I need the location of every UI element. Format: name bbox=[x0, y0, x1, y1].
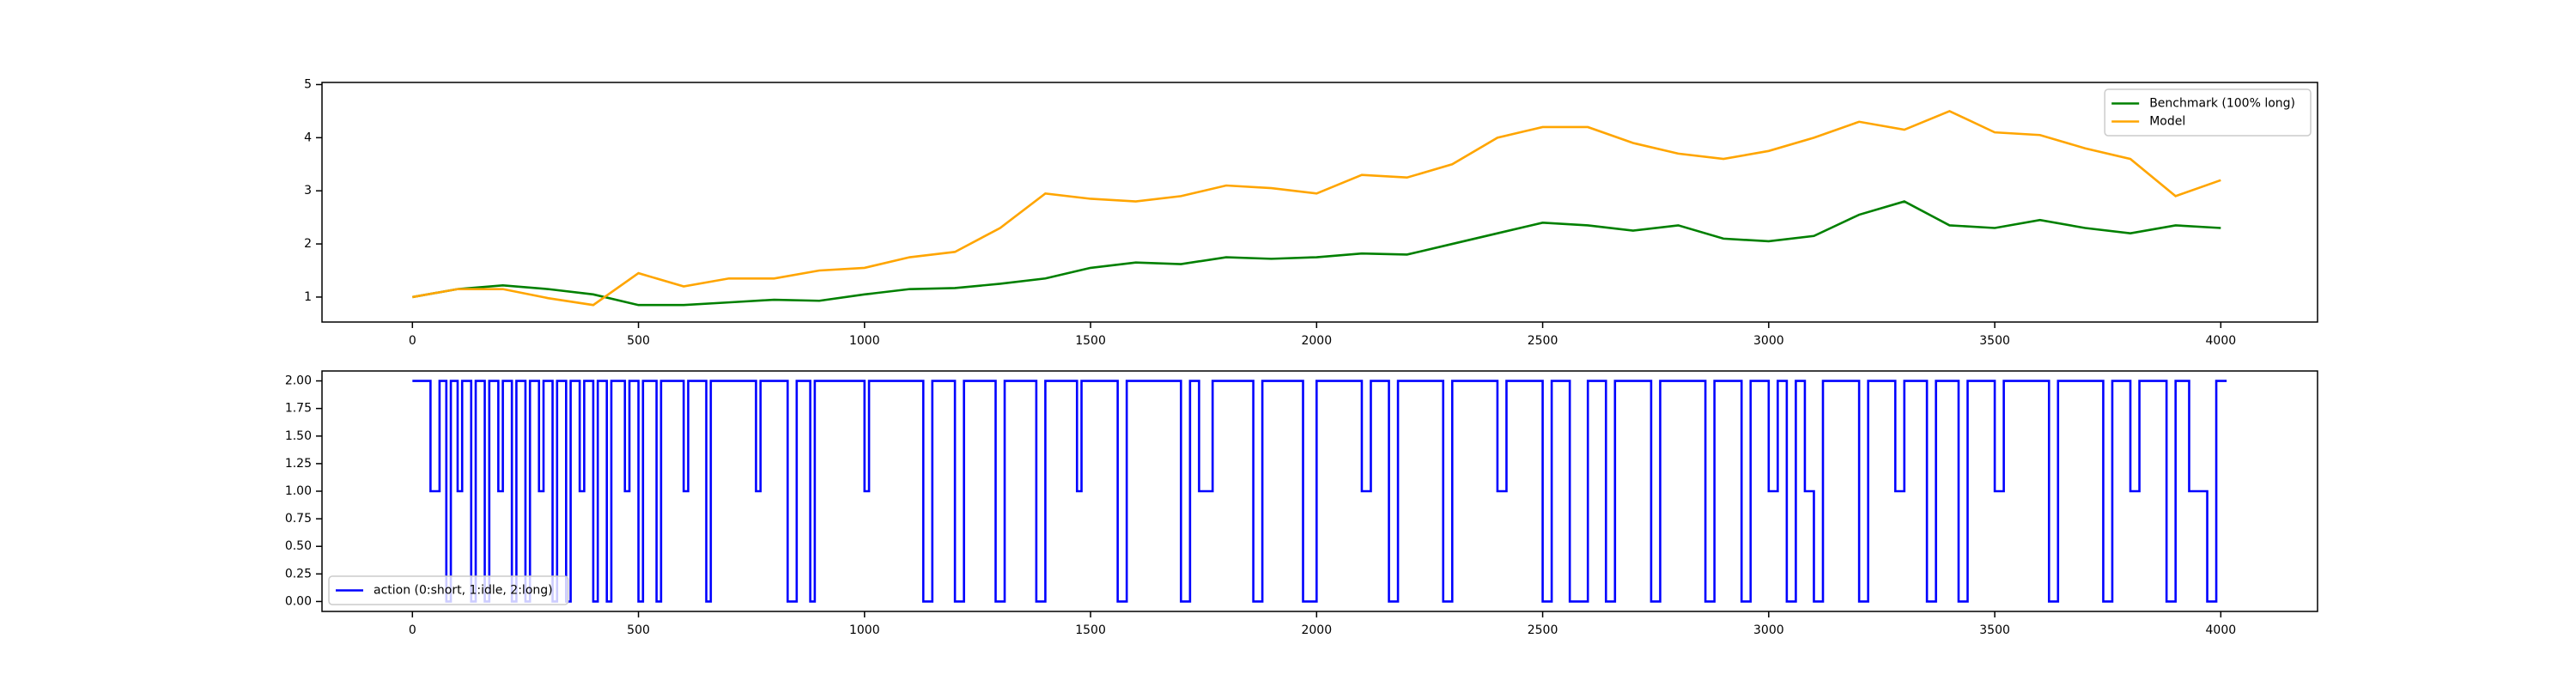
x-tick-label: 4000 bbox=[2206, 334, 2237, 348]
y-tick-label: 2 bbox=[304, 237, 312, 251]
y-tick-label: 0.25 bbox=[285, 567, 312, 581]
legend-frame bbox=[328, 575, 569, 605]
x-tick-label: 2000 bbox=[1301, 334, 1332, 348]
axes: 0 500 1000 1500 2000 2500 3000 3500 4000 0.00 0.25… bbox=[285, 370, 2318, 637]
legend-label: action (0:short, 1:idle, 2:long) bbox=[374, 584, 553, 598]
x-tick-label: 1500 bbox=[1075, 623, 1106, 637]
x-tick-label: 2500 bbox=[1528, 623, 1558, 637]
axes-frame bbox=[321, 370, 2318, 612]
x-tick-label: 500 bbox=[627, 623, 650, 637]
legend: Benchmark (100% long) Model bbox=[2104, 88, 2312, 137]
x-tick-label: 2000 bbox=[1301, 623, 1332, 637]
series-line bbox=[412, 200, 2221, 307]
series-line bbox=[412, 109, 2221, 307]
x-tick-label: 500 bbox=[627, 334, 650, 348]
y-tick-label: 1.50 bbox=[285, 429, 312, 443]
y-tick-label: 0.50 bbox=[285, 539, 312, 553]
y-tick-label: 1.00 bbox=[285, 484, 312, 498]
x-tick-label: 0 bbox=[409, 334, 416, 348]
x-tick-label: 0 bbox=[409, 623, 416, 637]
x-tick-label: 1000 bbox=[849, 623, 880, 637]
x-tick-label: 1500 bbox=[1075, 334, 1106, 348]
y-tick-label: 5 bbox=[304, 77, 312, 91]
axes: 0 500 1000 1500 2000 2500 3000 3500 4000 1 2 3 4 5 Ben… bbox=[304, 77, 2318, 348]
y-tick-label: 1.75 bbox=[285, 402, 312, 416]
x-tick-label: 3500 bbox=[1979, 334, 2010, 348]
axes-frame bbox=[321, 82, 2318, 323]
y-tick-label: 3 bbox=[304, 184, 312, 198]
series-line bbox=[412, 380, 2227, 603]
y-tick-label: 1.25 bbox=[285, 457, 312, 471]
x-tick-label: 3000 bbox=[1753, 334, 1784, 348]
x-tick-label: 3500 bbox=[1979, 623, 2010, 637]
legend-label: Benchmark (100% long) bbox=[2149, 97, 2295, 111]
legend-frame bbox=[2104, 88, 2312, 137]
y-tick-label: 2.00 bbox=[285, 374, 312, 388]
y-tick-label: 4 bbox=[304, 131, 312, 144]
x-tick-label: 2500 bbox=[1528, 334, 1558, 348]
x-tick-label: 1000 bbox=[849, 334, 880, 348]
y-tick-label: 0.00 bbox=[285, 594, 312, 608]
y-tick-label: 0.75 bbox=[285, 512, 312, 526]
legend-label: Model bbox=[2149, 115, 2185, 129]
y-tick-label: 1 bbox=[304, 290, 312, 304]
legend: action (0:short, 1:idle, 2:long) bbox=[328, 575, 569, 605]
x-tick-label: 3000 bbox=[1753, 623, 1784, 637]
x-tick-label: 4000 bbox=[2206, 623, 2237, 637]
